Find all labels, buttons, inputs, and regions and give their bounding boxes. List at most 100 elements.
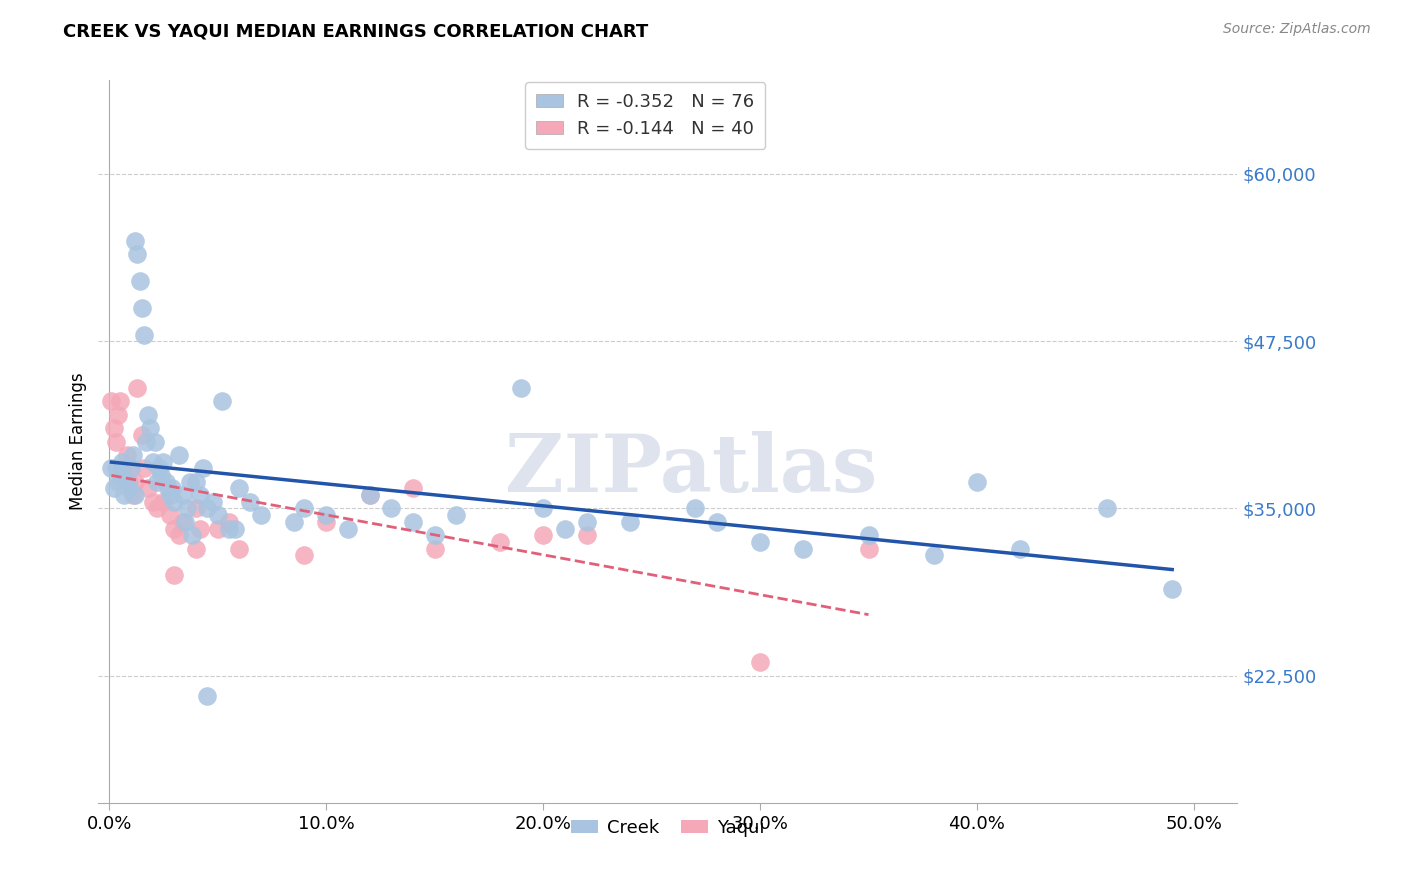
Point [152, 455, 174, 469]
Point [172, 488, 194, 502]
Point [359, 488, 381, 502]
Point [184, 475, 207, 489]
Point [132, 327, 155, 342]
Point [167, 448, 190, 462]
Point [104, 461, 127, 475]
Point [531, 528, 554, 542]
Point [172, 515, 194, 529]
Point [107, 408, 129, 422]
Point [359, 488, 381, 502]
Point [294, 548, 316, 563]
Point [114, 488, 136, 502]
Point [128, 274, 150, 288]
Point [127, 247, 149, 261]
Text: CREEK VS YAQUI MEDIAN EARNINGS CORRELATION CHART: CREEK VS YAQUI MEDIAN EARNINGS CORRELATI… [63, 22, 648, 40]
Point [184, 501, 207, 516]
Point [380, 501, 402, 516]
Point [163, 494, 186, 508]
Point [922, 548, 945, 563]
Point [100, 461, 122, 475]
Point [131, 301, 153, 315]
Point [283, 515, 305, 529]
Point [100, 394, 122, 409]
Point [336, 521, 359, 535]
Point [202, 494, 225, 508]
Y-axis label: Median Earnings: Median Earnings [69, 373, 87, 510]
Point [163, 568, 186, 582]
Point [160, 482, 183, 496]
Point [191, 461, 214, 475]
Point [127, 381, 149, 395]
Point [195, 501, 218, 516]
Point [124, 475, 146, 489]
Point [228, 541, 250, 556]
Point [315, 508, 337, 523]
Point [180, 528, 202, 542]
Point [118, 482, 141, 496]
Point [224, 521, 246, 535]
Point [207, 521, 229, 535]
Point [163, 521, 186, 535]
Point [683, 501, 706, 516]
Point [159, 508, 181, 523]
Point [107, 475, 129, 489]
Point [1095, 501, 1118, 516]
Point [124, 234, 146, 248]
Point [139, 421, 162, 435]
Point [228, 482, 250, 496]
Point [294, 501, 316, 516]
Point [122, 448, 145, 462]
Point [211, 394, 233, 409]
Point [749, 655, 772, 669]
Legend: Creek, Yaqui: Creek, Yaqui [564, 812, 772, 845]
Point [1161, 582, 1184, 596]
Point [142, 494, 165, 508]
Point [108, 394, 131, 409]
Point [124, 488, 146, 502]
Point [115, 448, 138, 462]
Point [239, 494, 262, 508]
Point [120, 461, 142, 475]
Point [103, 482, 125, 496]
Point [122, 488, 145, 502]
Point [510, 381, 533, 395]
Point [402, 482, 425, 496]
Point [531, 501, 554, 516]
Point [858, 528, 880, 542]
Point [749, 535, 772, 549]
Point [136, 482, 159, 496]
Point [142, 455, 165, 469]
Point [111, 461, 134, 475]
Point [706, 515, 728, 529]
Point [159, 488, 181, 502]
Point [150, 467, 173, 482]
Point [792, 541, 814, 556]
Point [423, 541, 446, 556]
Point [858, 541, 880, 556]
Point [115, 475, 138, 489]
Point [146, 475, 169, 489]
Point [554, 521, 576, 535]
Point [184, 541, 207, 556]
Point [155, 475, 177, 489]
Point [218, 515, 240, 529]
Point [575, 515, 598, 529]
Point [423, 528, 446, 542]
Point [966, 475, 988, 489]
Text: Source: ZipAtlas.com: Source: ZipAtlas.com [1223, 22, 1371, 37]
Point [120, 461, 142, 475]
Point [575, 528, 598, 542]
Point [207, 508, 229, 523]
Point [619, 515, 641, 529]
Point [108, 467, 131, 482]
Point [195, 689, 218, 703]
Point [152, 494, 174, 508]
Point [446, 508, 468, 523]
Point [488, 535, 510, 549]
Point [131, 427, 153, 442]
Point [146, 501, 169, 516]
Point [174, 515, 197, 529]
Text: ZIPatlas: ZIPatlas [505, 432, 877, 509]
Point [250, 508, 273, 523]
Point [179, 475, 201, 489]
